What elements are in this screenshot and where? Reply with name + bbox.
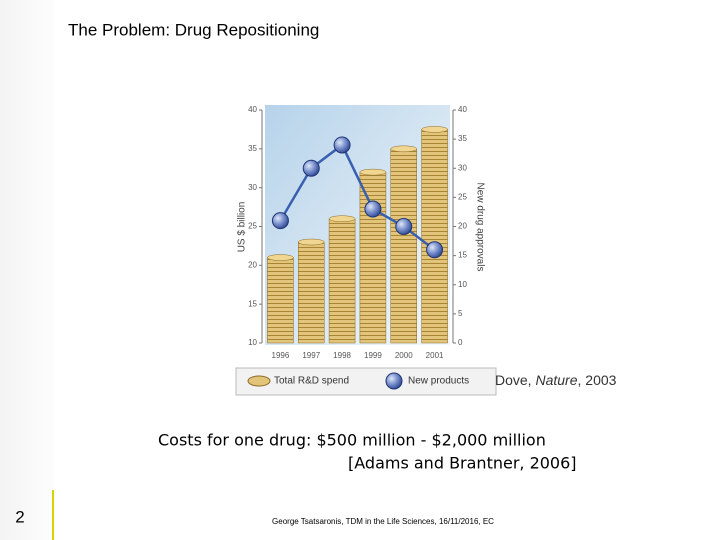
line-marker	[333, 136, 351, 154]
y2-tick-label: 25	[458, 192, 467, 201]
y-tick-label: 30	[248, 183, 257, 192]
line-marker	[271, 212, 289, 230]
bar	[298, 241, 325, 344]
bar	[267, 257, 294, 344]
y-tick-label: 10	[248, 338, 257, 347]
y2-axis-label: New drug approvals	[474, 183, 485, 272]
costs-text: Costs for one drug: $500 million - $2,00…	[158, 431, 546, 450]
footer: George Tsatsaronis, TDM in the Life Scie…	[272, 517, 494, 526]
y2-tick-label: 0	[458, 338, 463, 347]
x-tick-label: 1998	[333, 351, 351, 360]
y2-tick-label: 5	[458, 309, 463, 318]
citation-journal: Nature	[535, 372, 577, 388]
line-marker	[302, 159, 320, 177]
bar	[328, 218, 356, 344]
legend-swatch	[385, 372, 403, 390]
bar	[359, 171, 387, 344]
slide-title: The Problem: Drug Repositioning	[68, 20, 319, 39]
sidebar	[0, 0, 55, 540]
legend-box	[235, 367, 497, 396]
citation: Dove, Nature, 2003	[495, 372, 617, 388]
y2-tick-label: 35	[458, 134, 467, 143]
line-marker	[426, 241, 444, 259]
bar-top-coin	[359, 168, 387, 176]
bar-top-coin	[390, 145, 417, 153]
line-marker	[395, 218, 413, 235]
page-number: 2	[15, 507, 24, 526]
y2-tick-label: 30	[458, 163, 467, 172]
x-tick-label: 1996	[272, 351, 290, 360]
bar-top-coin	[267, 254, 294, 261]
x-tick-label: 1999	[364, 351, 382, 360]
citation-author: Dove,	[495, 372, 535, 388]
legend-label: New products	[408, 376, 469, 387]
citation-year: , 2003	[578, 372, 617, 388]
y2-tick-label: 20	[458, 222, 467, 231]
bar-top-coin	[328, 215, 356, 222]
bar	[421, 129, 448, 344]
y2-tick-label: 10	[458, 280, 467, 289]
bar-top-coin	[298, 238, 325, 246]
y-tick-label: 25	[248, 222, 257, 231]
y-axis-label: US $ billion	[237, 202, 248, 253]
bar	[390, 148, 417, 344]
y-tick-label: 15	[248, 299, 257, 308]
bar-top-coin	[421, 126, 448, 133]
legend-label: Total R&D spend	[274, 376, 349, 387]
plot-background	[265, 105, 450, 345]
y-tick-label: 40	[248, 105, 257, 114]
line-marker	[364, 200, 382, 218]
y2-tick-label: 40	[458, 105, 467, 114]
y2-tick-label: 15	[458, 251, 467, 260]
x-tick-label: 1997	[302, 351, 320, 360]
x-tick-label: 2000	[395, 351, 413, 360]
legend-swatch	[247, 375, 271, 387]
x-tick-label: 2001	[426, 351, 444, 360]
y-tick-label: 35	[248, 144, 257, 153]
costs-reference: [Adams and Brantner, 2006]	[348, 454, 577, 473]
y-tick-label: 20	[248, 260, 257, 269]
